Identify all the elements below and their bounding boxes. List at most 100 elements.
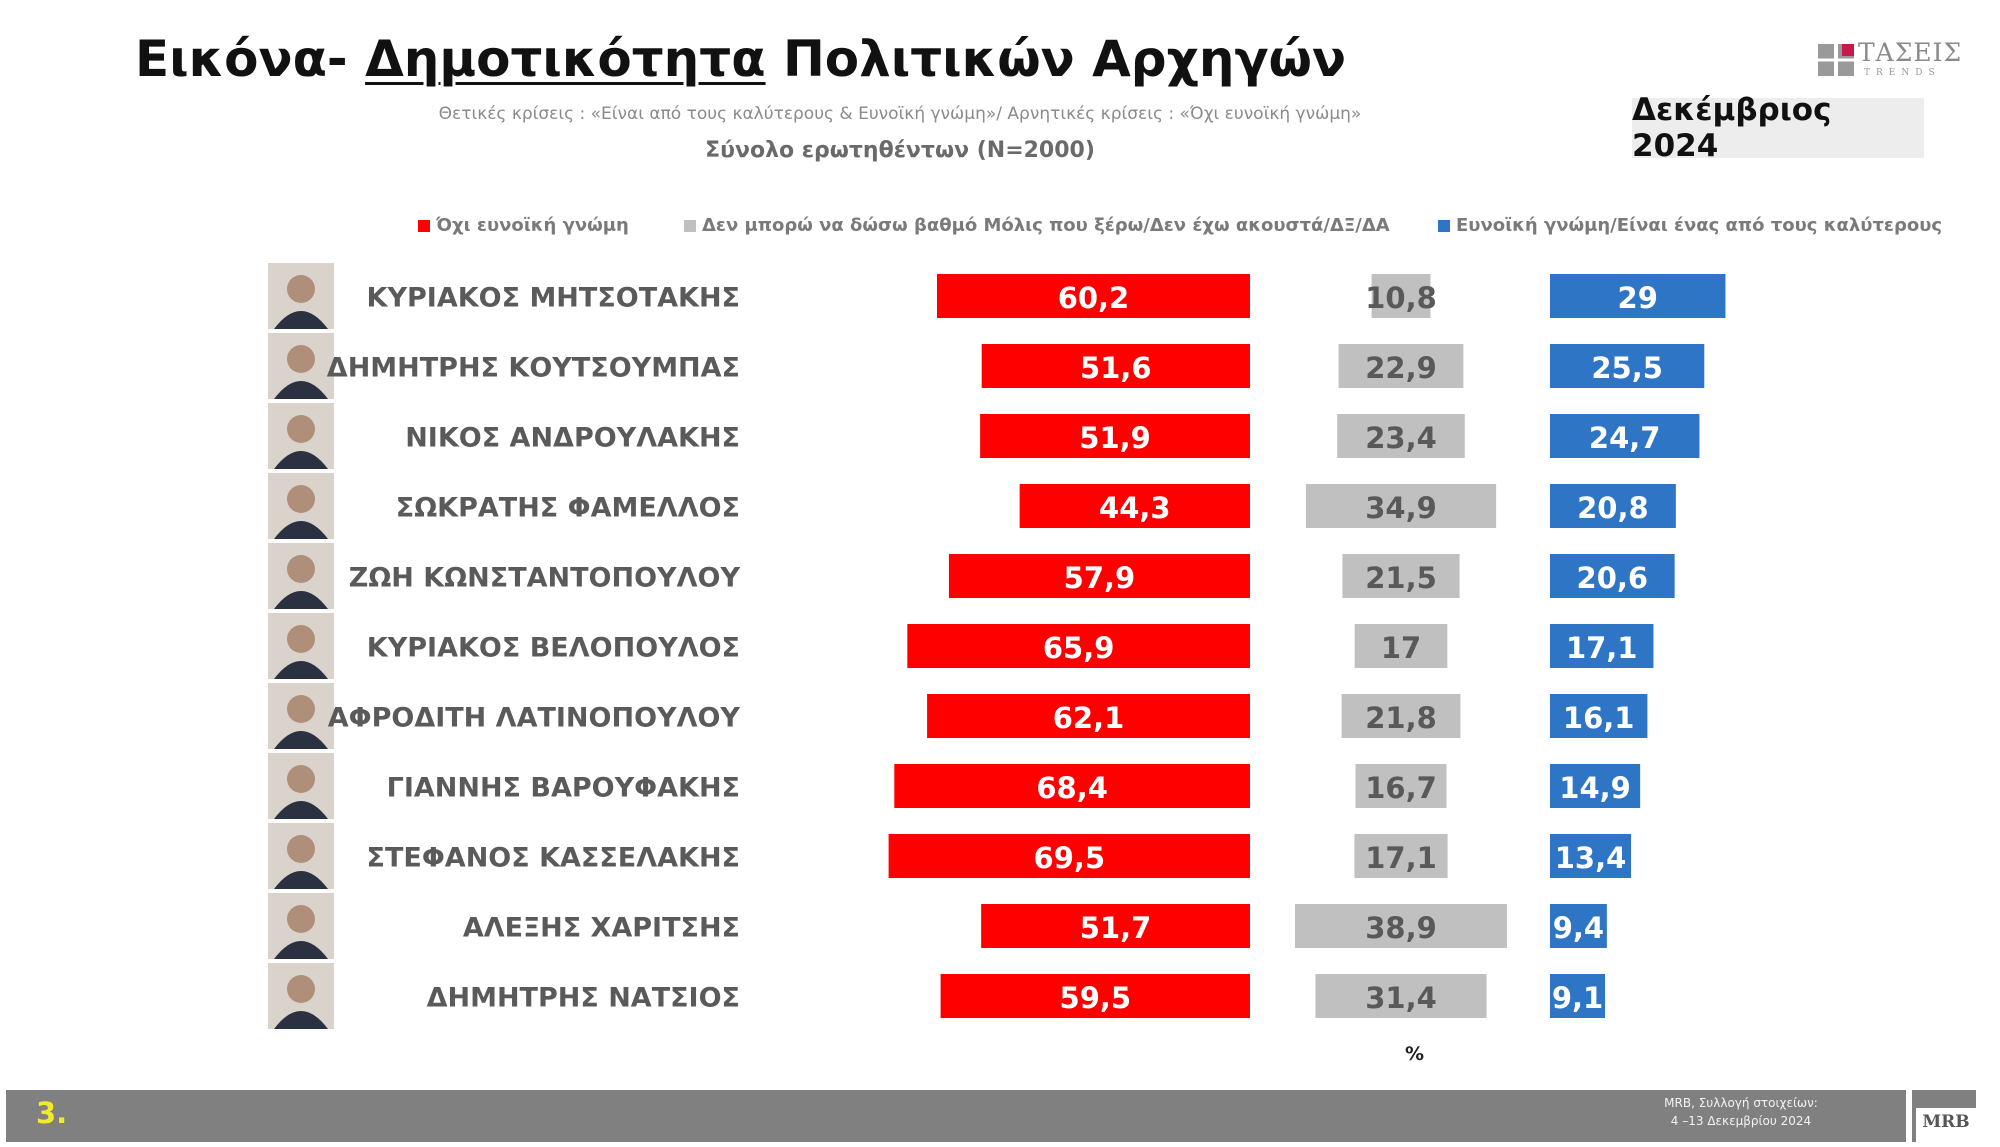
politician-name: ΔΗΜΗΤΡΗΣ ΝΑΤΣΙΟΣ <box>427 983 740 1014</box>
source-line-2: 4 –13 Δεκεμβρίου 2024 <box>1670 1114 1812 1128</box>
avatar <box>268 543 334 609</box>
bar-label-favorable: 14,9 <box>1559 771 1631 805</box>
logo-grid-icon <box>1818 44 1854 76</box>
bar-label-favorable: 25,5 <box>1591 351 1663 385</box>
bar-neutral <box>1305 484 1497 528</box>
politician-name: ΝΙΚΟΣ ΑΝΔΡΟΥΛΑΚΗΣ <box>405 423 740 454</box>
bar-favorable <box>1550 764 1641 808</box>
bar-neutral <box>1341 694 1461 738</box>
source-note: MRB, Συλλογή στοιχείων: 4 –13 Δεκεμβρίου… <box>1626 1094 1856 1130</box>
bar-favorable <box>1550 694 1648 738</box>
mrb-logo-text: MRB <box>1922 1112 1970 1132</box>
date-badge: Δεκέμβριος 2024 <box>1632 92 1924 164</box>
bar-label-unfavorable: 51,6 <box>1080 351 1152 385</box>
bar-label-favorable: 16,1 <box>1563 701 1635 735</box>
legend-item-neutral: Δεν μπορώ να δώσω βαθμό Μόλις που ξέρω/Δ… <box>684 215 1390 236</box>
bar-label-unfavorable: 62,1 <box>1053 701 1125 735</box>
logo-subtext: TRENDS <box>1864 68 1941 78</box>
avatar <box>268 823 334 889</box>
title-suffix: Πολιτικών Αρχηγών <box>765 30 1347 88</box>
source-line-1: MRB, Συλλογή στοιχείων: <box>1664 1096 1818 1110</box>
politician-name: ΣΤΕΦΑΝΟΣ ΚΑΣΣΕΛΑΚΗΣ <box>367 843 740 874</box>
legend-item-unfavorable: Όχι ευνοϊκή γνώμη <box>418 215 629 236</box>
avatar <box>268 683 334 749</box>
politician-name: ΑΛΕΞΗΣ ΧΑΡΙΤΣΗΣ <box>463 913 740 944</box>
legend-swatch-neutral <box>684 219 696 232</box>
avatar <box>268 473 334 539</box>
bar-label-favorable: 24,7 <box>1589 421 1661 455</box>
bar-favorable <box>1550 344 1705 388</box>
footer-bar: 3. MRB, Συλλογή στοιχείων: 4 –13 Δεκεμβρ… <box>6 1090 1906 1142</box>
bar-neutral <box>1371 274 1431 318</box>
title-underlined: Δημοτικότητα <box>365 30 766 88</box>
legend-label-neutral: Δεν μπορώ να δώσω βαθμό Μόλις που ξέρω/Δ… <box>702 215 1390 236</box>
bar-favorable <box>1550 414 1700 458</box>
bar-neutral <box>1337 414 1465 458</box>
politician-name: ΚΥΡΙΑΚΟΣ ΒΕΛΟΠΟΥΛΟΣ <box>367 633 740 664</box>
bar-label-neutral: 17,1 <box>1365 841 1437 875</box>
page-number: 3. <box>36 1096 68 1130</box>
bar-unfavorable <box>1019 484 1250 528</box>
chart-subtitle: Θετικές κρίσεις : «Είναι από τους καλύτε… <box>438 104 1362 124</box>
bar-label-neutral: 34,9 <box>1365 491 1437 525</box>
bar-label-favorable: 9,1 <box>1552 981 1603 1015</box>
legend-swatch-unfavorable <box>418 219 430 232</box>
bar-label-favorable: 17,1 <box>1566 631 1638 665</box>
bar-label-unfavorable: 51,9 <box>1079 421 1151 455</box>
sample-size: Σύνολο ερωτηθέντων (N=2000) <box>705 138 1095 163</box>
bar-favorable <box>1550 274 1726 318</box>
bar-label-favorable: 9,4 <box>1553 911 1604 945</box>
bar-favorable <box>1550 484 1676 528</box>
bar-favorable <box>1550 834 1632 878</box>
bar-label-favorable: 20,6 <box>1577 561 1649 595</box>
politician-name: ΓΙΑΝΝΗΣ ΒΑΡΟΥΦΑΚΗΣ <box>387 773 740 804</box>
logo-text: ΤΑΣΕΙΣ <box>1858 38 1963 67</box>
bar-label-neutral: 31,4 <box>1365 981 1437 1015</box>
title-prefix: Εικόνα- <box>135 30 366 88</box>
bar-unfavorable <box>907 624 1250 668</box>
avatar <box>268 753 334 819</box>
bar-label-unfavorable: 51,7 <box>1080 911 1152 945</box>
bar-label-neutral: 21,5 <box>1365 561 1437 595</box>
bar-label-unfavorable: 44,3 <box>1099 491 1171 525</box>
bar-unfavorable <box>981 344 1250 388</box>
bar-label-favorable: 20,8 <box>1577 491 1649 525</box>
bar-label-neutral: 10,8 <box>1365 281 1437 315</box>
bar-label-neutral: 23,4 <box>1365 421 1437 455</box>
bar-label-unfavorable: 65,9 <box>1043 631 1115 665</box>
politician-name: ΚΥΡΙΑΚΟΣ ΜΗΤΣΟΤΑΚΗΣ <box>367 283 740 314</box>
bar-neutral <box>1338 344 1464 388</box>
bar-label-unfavorable: 68,4 <box>1036 771 1108 805</box>
bar-unfavorable <box>894 764 1250 808</box>
avatar <box>268 333 334 399</box>
bar-neutral <box>1294 904 1508 948</box>
bar-label-favorable: 13,4 <box>1555 841 1627 875</box>
bar-unfavorable <box>948 554 1250 598</box>
percent-unit-label: % <box>1405 1043 1425 1065</box>
bar-unfavorable <box>980 414 1250 458</box>
bar-label-neutral: 38,9 <box>1365 911 1437 945</box>
avatar <box>268 403 334 469</box>
bar-label-neutral: 22,9 <box>1365 351 1437 385</box>
bar-unfavorable <box>936 274 1250 318</box>
bar-label-unfavorable: 57,9 <box>1064 561 1136 595</box>
politician-name: ΖΩΗ ΚΩΝΣΤΑΝΤΟΠΟΥΛΟΥ <box>349 563 741 594</box>
bar-neutral <box>1355 764 1447 808</box>
bar-label-neutral: 21,8 <box>1365 701 1437 735</box>
bar-label-unfavorable: 69,5 <box>1034 841 1106 875</box>
avatar <box>268 963 334 1029</box>
bar-unfavorable <box>927 694 1250 738</box>
avatar <box>268 893 334 959</box>
bar-favorable <box>1550 624 1654 668</box>
bar-unfavorable <box>940 974 1250 1018</box>
legend-item-favorable: Ευνοϊκή γνώμη/Είναι ένας από τους καλύτε… <box>1438 215 1942 236</box>
bar-neutral <box>1354 834 1448 878</box>
politician-name: ΑΦΡΟΔΙΤΗ ΛΑΤΙΝΟΠΟΥΛΟΥ <box>328 703 741 734</box>
bar-favorable <box>1550 974 1606 1018</box>
bar-label-unfavorable: 59,5 <box>1060 981 1132 1015</box>
tasis-trends-logo: ΤΑΣΕΙΣ TRENDS <box>1818 38 1961 84</box>
politician-name: ΔΗΜΗΤΡΗΣ ΚΟΥΤΣΟΥΜΠΑΣ <box>327 353 740 384</box>
mrb-logo: MRB <box>1912 1090 1976 1142</box>
chart-title: Εικόνα- Δημοτικότητα Πολιτικών Αρχηγών <box>135 30 1346 88</box>
